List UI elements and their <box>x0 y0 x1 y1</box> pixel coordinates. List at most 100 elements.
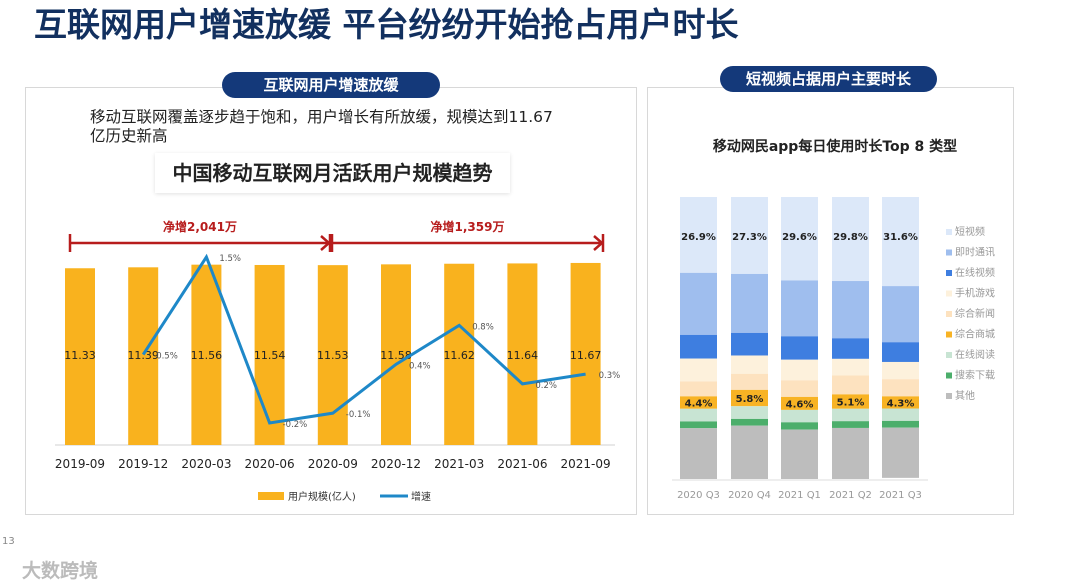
segment-label: 5.1% <box>837 398 865 409</box>
growth-label: 1.5% <box>219 254 241 264</box>
segment-label: 5.8% <box>736 394 764 405</box>
growth-label: 0.3% <box>599 371 621 381</box>
net-growth-label: 净增1,359万 <box>431 219 505 234</box>
stacked-segment <box>731 332 768 356</box>
stacked-segment <box>781 396 818 410</box>
growth-label: 0.2% <box>535 381 557 391</box>
bar <box>507 263 538 445</box>
growth-label: -0.1% <box>346 410 371 420</box>
stacked-segment <box>680 408 717 422</box>
stacked-segment <box>781 380 818 397</box>
left-chart-title: 中国移动互联网月活跃用户规模趋势 <box>155 153 510 193</box>
x-tick-label: 2019-09 <box>55 457 105 471</box>
left-panel-pill: 互联网用户增速放缓 <box>222 72 440 98</box>
bar-label: 11.39 <box>127 349 159 362</box>
stacked-segment <box>781 197 818 281</box>
stacked-segment <box>680 381 717 397</box>
x-tick-label: 2021 Q3 <box>879 490 922 501</box>
page-title: 互联网用户增速放缓 平台纷纷开始抢占用户时长 <box>34 5 739 44</box>
x-tick-label: 2019-12 <box>118 457 168 471</box>
legend-swatch <box>946 311 952 317</box>
bar <box>570 262 601 445</box>
watermark: 大数跨境 <box>22 560 99 582</box>
stacked-segment <box>731 425 768 479</box>
growth-line <box>141 253 586 425</box>
segment-label: 26.9% <box>681 232 716 243</box>
legend-swatch <box>946 290 952 297</box>
x-tick-label: 2020 Q3 <box>677 490 720 501</box>
legend-swatch <box>946 331 952 338</box>
legend-label: 手机游戏 <box>955 287 995 300</box>
stacked-segment <box>731 273 768 333</box>
right-chart-title: 移动网民app每日使用时长Top 8 类型 <box>712 139 958 155</box>
stacked-segment <box>882 197 919 287</box>
legend-label: 短视频 <box>955 225 985 238</box>
bar <box>65 268 95 445</box>
arrow-head <box>593 235 604 251</box>
bar-label: 11.56 <box>191 349 223 362</box>
legend-label: 用户规模(亿人) <box>288 490 356 503</box>
stacked-segment <box>832 338 869 359</box>
legend-swatch <box>946 393 952 399</box>
legend-swatch <box>946 372 952 379</box>
x-tick-label: 2021 Q1 <box>778 490 821 501</box>
legend-swatch-bar <box>258 492 284 500</box>
stacked-segment <box>731 355 768 374</box>
stacked-segment <box>882 427 919 478</box>
stacked-segment <box>781 409 818 423</box>
segment-label: 31.6% <box>883 232 918 243</box>
x-tick-label: 2020 Q4 <box>728 490 771 501</box>
stacked-segment <box>832 394 869 409</box>
stacked-segment <box>781 359 818 381</box>
segment-label: 4.3% <box>887 398 915 409</box>
stacked-segment <box>832 427 869 479</box>
bar <box>381 264 411 445</box>
stacked-segment <box>731 406 768 419</box>
legend-label: 综合商城 <box>955 328 995 341</box>
stacked-segment <box>882 286 919 343</box>
stacked-segment <box>680 272 717 335</box>
legend-swatch <box>946 352 952 358</box>
legend-swatch <box>946 229 952 235</box>
stacked-segment <box>680 421 717 429</box>
legend-label: 增速 <box>411 490 431 503</box>
stacked-segment <box>832 281 869 339</box>
bar-label: 11.33 <box>64 349 96 362</box>
legend-label: 搜索下载 <box>955 369 995 382</box>
stacked-segment <box>832 358 869 376</box>
bar-label: 11.64 <box>507 349 539 362</box>
stacked-segment <box>882 408 919 421</box>
stacked-segment <box>832 421 869 428</box>
stacked-segment <box>731 418 768 426</box>
page-number: 13 <box>2 536 15 547</box>
bar <box>444 263 475 445</box>
stacked-segment <box>882 379 919 397</box>
stacked-segment <box>680 428 717 479</box>
x-tick-label: 2021-09 <box>561 457 611 471</box>
net-growth-label: 净增2,041万 <box>163 219 237 234</box>
stacked-segment <box>832 197 869 282</box>
left-panel-description: 移动互联网覆盖逐步趋于饱和，用户增长有所放缓，规模达到11.67亿历史新高 <box>90 108 553 145</box>
legend-label: 在线视频 <box>955 266 995 279</box>
stacked-segment <box>781 280 818 337</box>
growth-label: 0.5% <box>156 352 178 362</box>
stacked-segment <box>882 342 919 362</box>
stacked-segment <box>882 420 919 428</box>
bar <box>128 267 159 445</box>
x-tick-label: 2021 Q2 <box>829 490 872 501</box>
x-tick-label: 2020-09 <box>308 457 358 471</box>
bar-label: 11.54 <box>254 349 286 362</box>
growth-label: 0.8% <box>472 322 494 332</box>
stacked-segment <box>882 361 919 380</box>
segment-label: 29.8% <box>833 232 868 243</box>
stacked-segment <box>680 334 717 359</box>
x-tick-label: 2021-03 <box>434 457 484 471</box>
x-tick-label: 2020-06 <box>245 457 295 471</box>
stacked-segment <box>832 375 869 395</box>
stacked-segment <box>781 422 818 430</box>
stacked-segment <box>832 408 869 422</box>
stacked-segment <box>680 358 717 382</box>
legend-swatch <box>946 249 952 256</box>
stacked-segment <box>731 373 768 390</box>
